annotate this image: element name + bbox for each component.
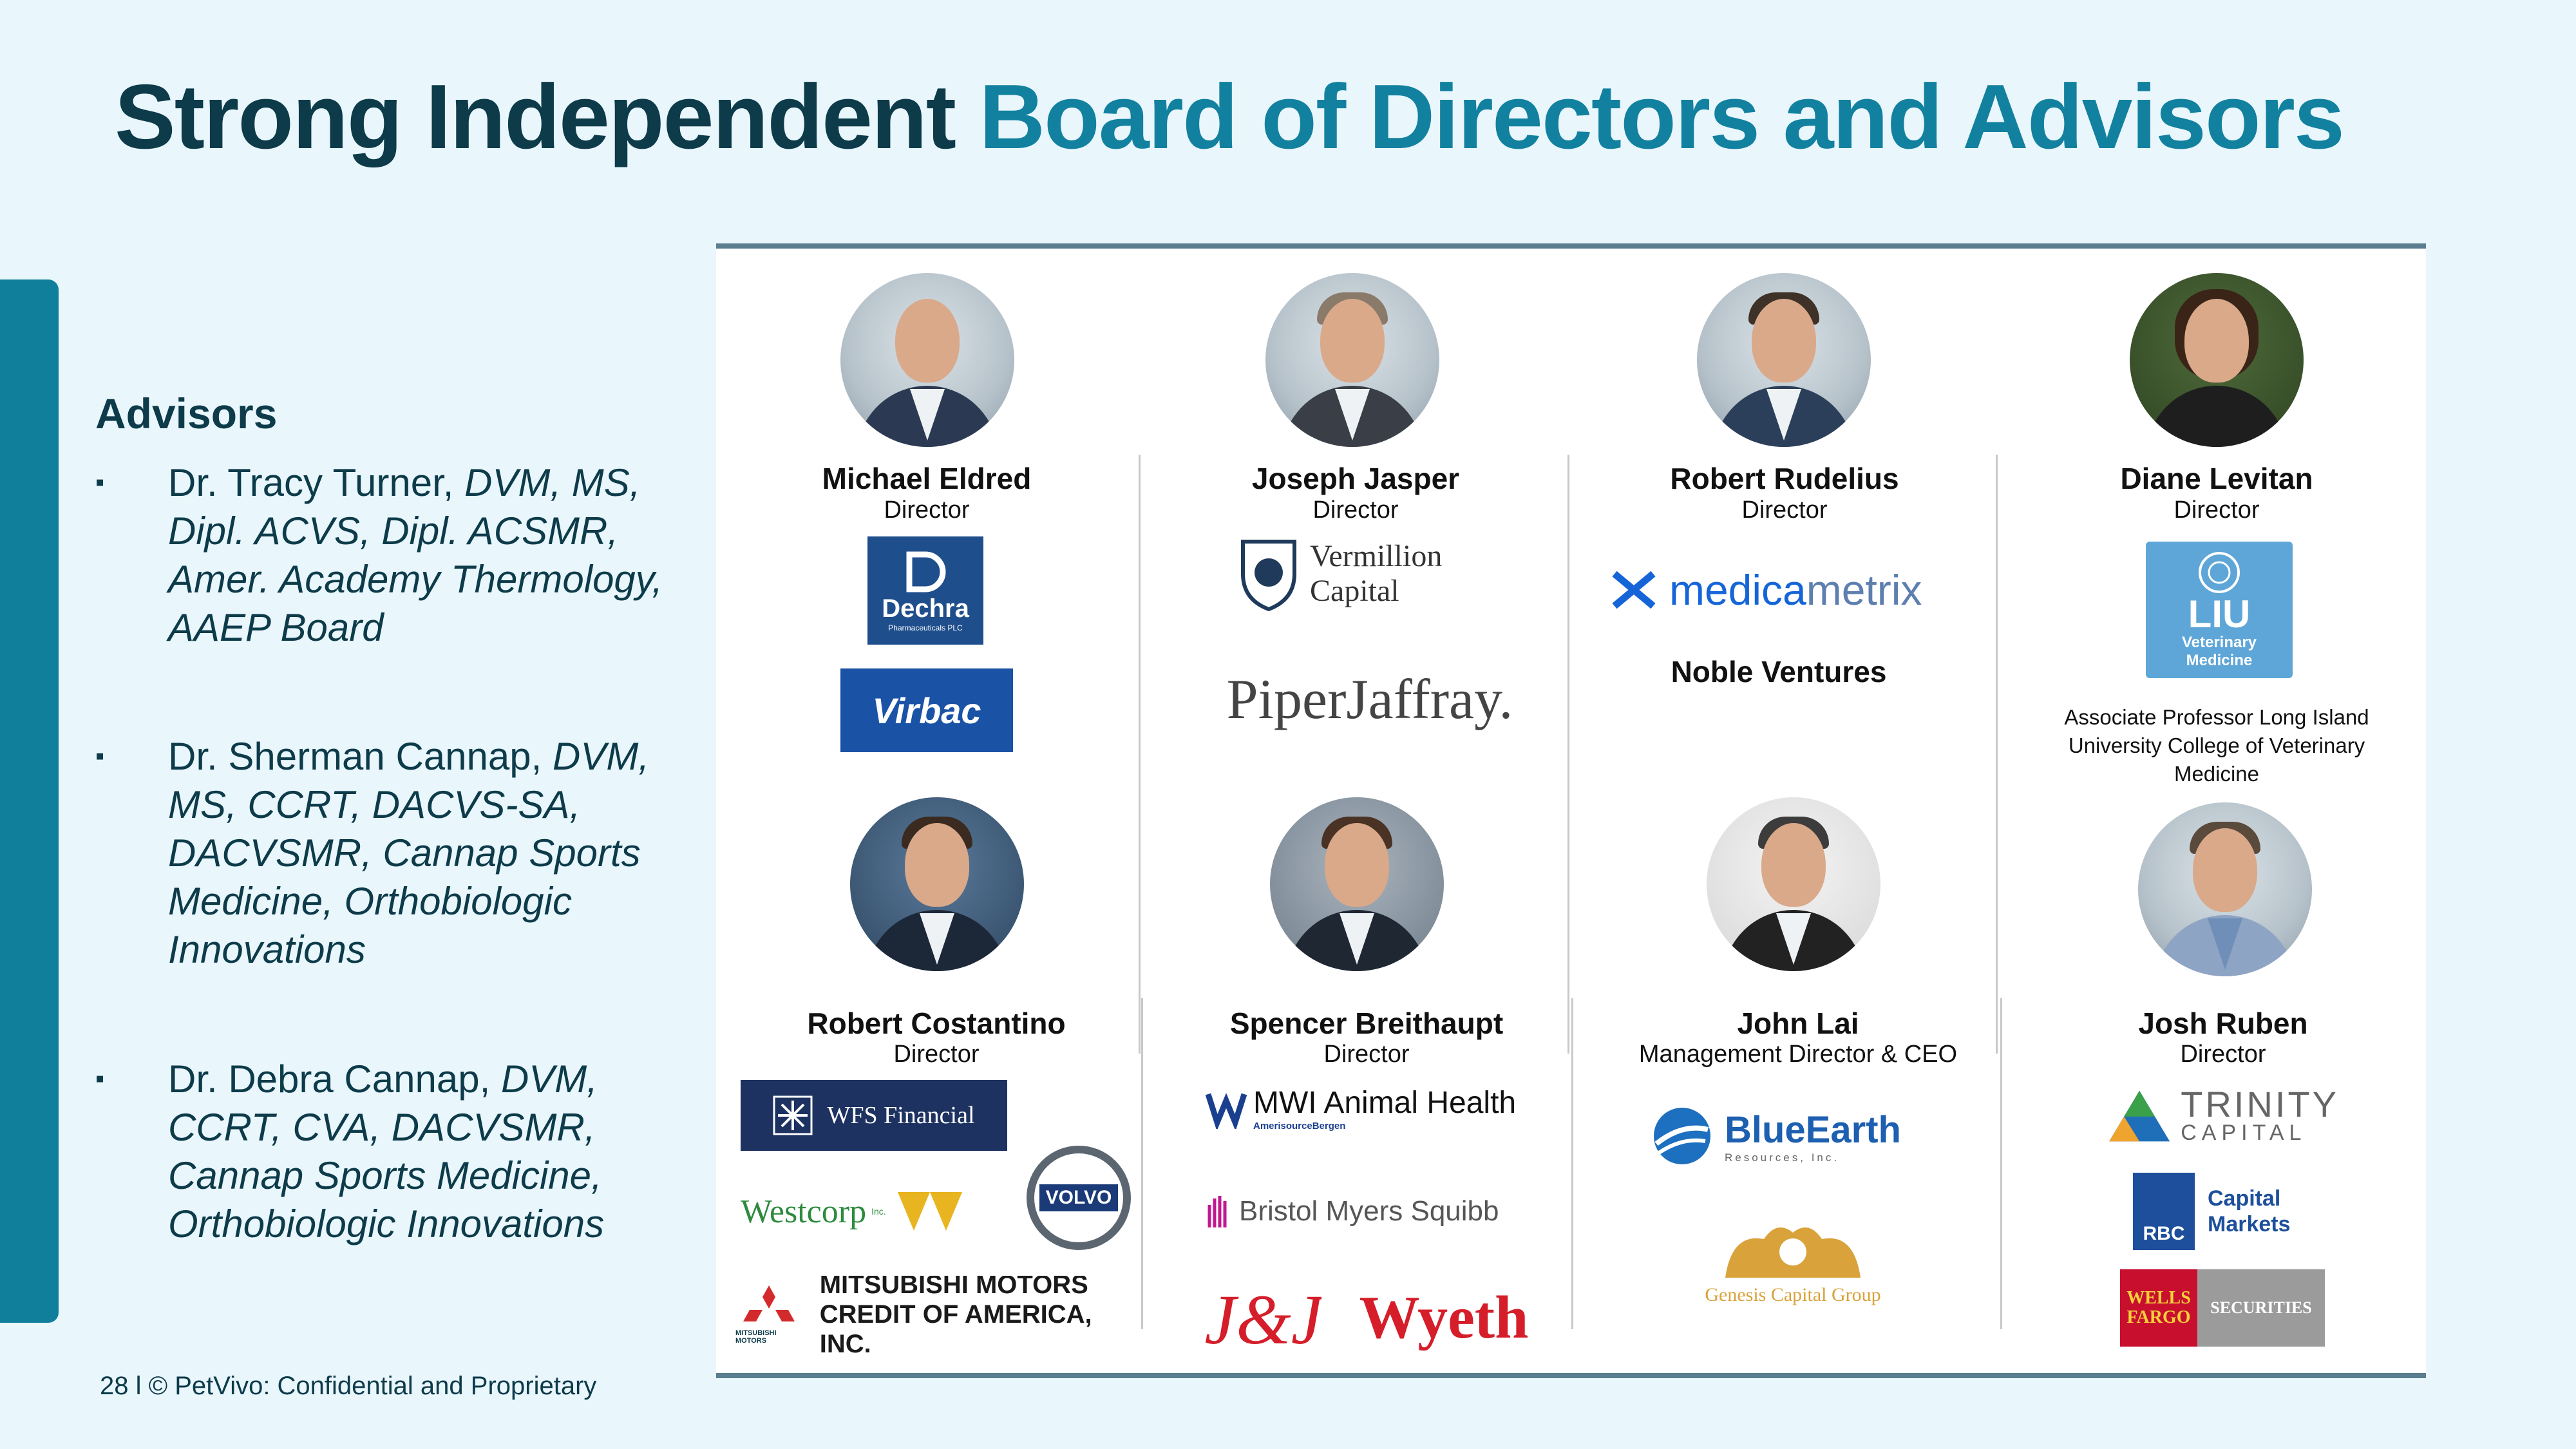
dechra-logo: Dechra Pharmaceuticals PLC: [867, 536, 983, 645]
director-photo: [850, 797, 1024, 971]
column-divider: [2000, 998, 2002, 1329]
page-title: Strong Independent Board of Directors an…: [115, 64, 2345, 170]
medicametrix-logo: medicametrix: [1611, 558, 1959, 622]
blueearth-resources-logo: BlueEarth Resources, Inc.: [1650, 1097, 1933, 1175]
wfs-financial-logo: WFS Financial: [741, 1080, 1007, 1151]
three-diamonds-icon: [743, 1285, 795, 1321]
liu-vet-medicine-logo: LIU Veterinary Medicine: [2146, 542, 2293, 678]
wells-fargo-securities-logo: WELLS FARGO SECURITIES: [2120, 1269, 2325, 1347]
director-name: Robert Costantino: [807, 1007, 1066, 1040]
medicametrix-mark-icon: [1612, 571, 1656, 609]
advisor-name: Dr. Debra Cannap,: [168, 1057, 491, 1101]
column-divider: [1571, 998, 1573, 1329]
advisor-item: ▪ Dr. Debra Cannap, DVM, CCRT, CVA, DACV…: [95, 1055, 688, 1248]
piper-jaffray-logo: PiperJaffray.: [1226, 668, 1513, 731]
advisor-item: ▪ Dr. Sherman Cannap, DVM, MS, CCRT, DAC…: [95, 732, 688, 974]
director-note: Associate Professor Long Island Universi…: [2064, 705, 2369, 786]
director-name: Josh Ruben: [2138, 1007, 2308, 1040]
director-role: Director: [2180, 1041, 2266, 1068]
advisor-name: Dr. Sherman Cannap,: [168, 735, 542, 778]
director-role: Director: [1312, 497, 1399, 524]
director-role: Director: [1741, 497, 1828, 524]
director-photo: [1697, 273, 1871, 447]
rbc-capital-markets-logo: RBC Capital Markets: [2133, 1170, 2326, 1253]
column-divider: [1141, 998, 1143, 1329]
title-part-dark: Strong Independent: [115, 66, 956, 168]
star-icon: [773, 1095, 813, 1135]
dechra-mark-icon: [906, 551, 946, 592]
virbac-logo: Virbac: [840, 668, 1013, 752]
seal-icon: [2199, 552, 2240, 593]
director-name: Spencer Breithaupt: [1229, 1007, 1504, 1040]
director-name: Diane Levitan: [2120, 462, 2313, 495]
advisor-credentials: DVM, MS, Dipl. ACVS, Dipl. ACSMR, Amer. …: [168, 461, 663, 649]
director-role: Director: [1323, 1041, 1410, 1068]
director-photo: [2138, 802, 2312, 976]
column-divider: [1139, 455, 1141, 1054]
column-divider: [1996, 455, 1998, 1054]
wyeth-logo: Wyeth: [1359, 1284, 1529, 1351]
advisor-credentials: DVM, CCRT, CVA, DACVSMR, Cannap Sports M…: [168, 1057, 605, 1245]
diamond-icon: [897, 1192, 962, 1231]
triangle-icon: [2109, 1090, 2170, 1142]
director-photo: [840, 273, 1014, 447]
director-name: Joseph Jasper: [1251, 462, 1460, 495]
advisor-credentials: DVM, MS, CCRT, DACVS-SA, DACVSMR, Cannap…: [168, 735, 649, 971]
title-part-accent: Board of Directors and Advisors: [979, 66, 2344, 168]
bullet-icon: ▪: [95, 468, 105, 497]
vermillion-capital-logo: Vermillion Capital: [1236, 532, 1481, 616]
trinity-capital-logo: TRINITY CAPITAL: [2107, 1074, 2339, 1158]
bullet-icon: ▪: [95, 742, 105, 770]
board-panel: Michael Eldred Director Dechra Pharmaceu…: [716, 243, 2426, 1378]
director-name: Michael Eldred: [822, 462, 1032, 495]
globe-icon: [1654, 1108, 1710, 1164]
mwi-mark-icon: [1206, 1093, 1247, 1129]
director-photo: [2130, 273, 2304, 447]
column-divider: [1567, 455, 1569, 1054]
advisor-item: ▪ Dr. Tracy Turner, DVM, MS, Dipl. ACVS,…: [95, 459, 688, 652]
director-role: Director: [2174, 497, 2260, 524]
director-role: Director: [893, 1041, 980, 1068]
lions-crest-icon: [1725, 1227, 1861, 1278]
genesis-capital-group-logo: Genesis Capital Group: [1683, 1208, 1902, 1311]
bms-mark-icon: [1208, 1196, 1227, 1227]
mitsubishi-motors-logo: MITSUBISHI MOTORS MITSUBISHI MOTORS CRED…: [735, 1276, 1092, 1353]
bristol-myers-squibb-logo: Bristol Myers Squibb: [1206, 1182, 1515, 1240]
director-photo: [1265, 273, 1439, 447]
footer-text: 28 l © PetVivo: Confidential and Proprie…: [100, 1372, 597, 1400]
director-role: Director: [884, 497, 970, 524]
bullet-icon: ▪: [95, 1065, 105, 1093]
director-role: Management Director & CEO: [1638, 1041, 1958, 1068]
mwi-animal-health-logo: MWI Animal Health AmerisourceBergen: [1206, 1073, 1528, 1144]
advisors-heading: Advisors: [95, 390, 278, 437]
director-name: John Lai: [1737, 1007, 1859, 1040]
volvo-logo: VOLVO: [1027, 1146, 1131, 1250]
director-photo: [1270, 797, 1444, 971]
westcorp-logo: Westcorp Inc.: [741, 1176, 1005, 1247]
director-name: Robert Rudelius: [1670, 462, 1899, 495]
shield-icon: [1241, 540, 1296, 612]
rbc-shield-icon: RBC: [2133, 1173, 2195, 1250]
sidebar-accent-bar: [0, 279, 59, 1323]
johnson-johnson-logo: J&J: [1206, 1280, 1321, 1359]
advisor-name: Dr. Tracy Turner,: [168, 461, 454, 504]
director-photo: [1707, 797, 1880, 971]
noble-ventures-logo: Noble Ventures: [1671, 655, 1887, 688]
